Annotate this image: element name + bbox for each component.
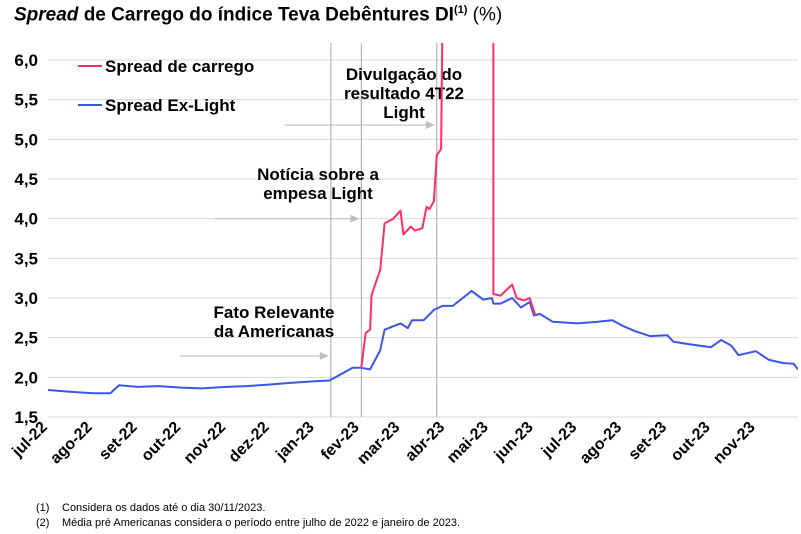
event-label: empesa Light bbox=[263, 184, 373, 203]
x-tick-label: set-22 bbox=[96, 419, 141, 464]
title-italic: Spread bbox=[14, 4, 78, 25]
title-unit: (%) bbox=[467, 4, 502, 25]
footnote-1: (1)Considera os dados até o dia 30/11/20… bbox=[36, 502, 265, 514]
chart-title: Spread de Carrego do índice Teva Debêntu… bbox=[14, 4, 502, 26]
x-tick-label: out-23 bbox=[668, 419, 714, 465]
y-tick-label: 4,0 bbox=[14, 210, 38, 229]
event-label: Fato Relevante bbox=[214, 303, 335, 322]
y-tick-label: 4,5 bbox=[14, 170, 38, 189]
arrowhead-icon bbox=[320, 352, 329, 360]
event-label: da Americanas bbox=[214, 322, 334, 341]
y-tick-label: 5,5 bbox=[14, 91, 38, 110]
y-tick-label: 3,5 bbox=[14, 249, 38, 268]
event-label: Notícia sobre a bbox=[257, 165, 379, 184]
event-label: Light bbox=[383, 103, 425, 122]
x-tick-label: nov-22 bbox=[181, 419, 230, 468]
title-sup: (1) bbox=[454, 4, 467, 16]
arrowhead-icon bbox=[426, 121, 435, 129]
x-tick-label: mai-23 bbox=[444, 419, 492, 467]
footnote-2: (2)Média pré Americanas considera o perí… bbox=[36, 517, 460, 529]
y-tick-label: 2,0 bbox=[14, 368, 38, 387]
x-tick-label: mar-23 bbox=[354, 419, 403, 468]
x-tick-label: out-22 bbox=[138, 419, 184, 465]
x-tick-label: jul-23 bbox=[538, 419, 580, 461]
series-line-spread-ex-light bbox=[48, 291, 798, 393]
event-label: resultado 4T22 bbox=[344, 84, 464, 103]
footnote-text: Considera os dados até o dia 30/11/2023. bbox=[62, 502, 265, 514]
arrowhead-icon bbox=[350, 215, 359, 223]
footnote-num: (2) bbox=[36, 517, 62, 529]
y-tick-label: 6,0 bbox=[14, 51, 38, 70]
event-label: Divulgação do bbox=[346, 65, 462, 84]
x-tick-label: jun-23 bbox=[491, 419, 537, 465]
x-tick-label: set-23 bbox=[626, 419, 671, 464]
y-tick-label: 5,0 bbox=[14, 130, 38, 149]
footnote-text: Média pré Americanas considera o período… bbox=[62, 517, 460, 529]
x-tick-label: ago-23 bbox=[577, 419, 626, 468]
footnote-num: (1) bbox=[36, 502, 62, 514]
legend-label: Spread Ex-Light bbox=[105, 96, 236, 115]
x-tick-label: jan-23 bbox=[272, 419, 317, 464]
x-tick-label: abr-23 bbox=[402, 419, 448, 465]
series-line-spread-de-carrego bbox=[361, 0, 535, 368]
x-tick-label: nov-23 bbox=[710, 419, 759, 468]
y-tick-label: 3,0 bbox=[14, 289, 38, 308]
legend-label: Spread de carrego bbox=[105, 57, 254, 76]
chart: 1,52,02,53,03,54,04,55,05,56,0jul-22ago-… bbox=[0, 0, 801, 534]
x-tick-label: ago-22 bbox=[47, 419, 96, 468]
title-main: de Carrego do índice Teva Debêntures DI bbox=[78, 4, 454, 25]
x-tick-label: dez-22 bbox=[226, 419, 273, 466]
y-tick-label: 2,5 bbox=[14, 329, 38, 348]
